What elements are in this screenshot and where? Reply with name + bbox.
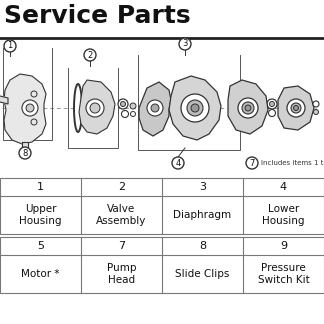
Ellipse shape bbox=[91, 110, 103, 122]
Circle shape bbox=[22, 100, 38, 116]
Circle shape bbox=[147, 100, 163, 116]
Polygon shape bbox=[228, 80, 268, 134]
Ellipse shape bbox=[83, 97, 95, 109]
Text: 8: 8 bbox=[199, 241, 206, 251]
Circle shape bbox=[130, 103, 136, 109]
Text: 1: 1 bbox=[37, 182, 44, 192]
Text: 1: 1 bbox=[7, 41, 13, 51]
Text: 4: 4 bbox=[280, 182, 287, 192]
Circle shape bbox=[191, 104, 199, 112]
Polygon shape bbox=[0, 96, 8, 104]
Text: Diaphragm: Diaphragm bbox=[173, 210, 232, 220]
Text: Lower
Housing: Lower Housing bbox=[262, 204, 305, 226]
Circle shape bbox=[242, 102, 254, 114]
Text: 2: 2 bbox=[87, 51, 93, 60]
Circle shape bbox=[4, 40, 16, 52]
Ellipse shape bbox=[91, 94, 103, 106]
Circle shape bbox=[23, 105, 29, 111]
Text: 4: 4 bbox=[175, 158, 180, 168]
Polygon shape bbox=[278, 86, 314, 130]
Polygon shape bbox=[79, 80, 115, 134]
Circle shape bbox=[294, 106, 298, 110]
Circle shape bbox=[131, 111, 135, 117]
Circle shape bbox=[314, 110, 318, 114]
Text: Pressure
Switch Kit: Pressure Switch Kit bbox=[258, 263, 309, 285]
Text: 8: 8 bbox=[22, 148, 28, 157]
Text: 7: 7 bbox=[118, 241, 125, 251]
Text: Includes items 1 th...: Includes items 1 th... bbox=[261, 160, 324, 166]
Circle shape bbox=[31, 91, 37, 97]
Circle shape bbox=[238, 98, 258, 118]
Ellipse shape bbox=[83, 107, 95, 119]
Circle shape bbox=[90, 103, 100, 113]
Text: 7: 7 bbox=[249, 158, 255, 168]
Circle shape bbox=[31, 119, 37, 125]
Circle shape bbox=[267, 99, 277, 109]
Text: 2: 2 bbox=[118, 182, 125, 192]
Ellipse shape bbox=[74, 84, 82, 132]
Text: 3: 3 bbox=[199, 182, 206, 192]
Circle shape bbox=[84, 49, 96, 61]
Text: Motor *: Motor * bbox=[21, 269, 60, 279]
Circle shape bbox=[179, 38, 191, 50]
Circle shape bbox=[245, 105, 251, 111]
Text: 3: 3 bbox=[182, 40, 188, 49]
Text: Service Parts: Service Parts bbox=[4, 4, 191, 28]
Circle shape bbox=[287, 99, 305, 117]
Circle shape bbox=[181, 94, 209, 122]
Polygon shape bbox=[4, 74, 46, 144]
Circle shape bbox=[313, 101, 319, 107]
Circle shape bbox=[187, 100, 203, 116]
Circle shape bbox=[118, 99, 128, 109]
Polygon shape bbox=[139, 82, 171, 136]
Text: Valve
Assembly: Valve Assembly bbox=[96, 204, 147, 226]
Circle shape bbox=[86, 99, 104, 117]
Text: 5: 5 bbox=[37, 241, 44, 251]
Ellipse shape bbox=[97, 102, 109, 114]
Circle shape bbox=[122, 110, 129, 118]
Circle shape bbox=[270, 101, 274, 107]
Polygon shape bbox=[169, 76, 221, 140]
Circle shape bbox=[172, 157, 184, 169]
Circle shape bbox=[121, 101, 125, 107]
Circle shape bbox=[291, 103, 301, 113]
Text: Slide Clips: Slide Clips bbox=[175, 269, 230, 279]
Circle shape bbox=[151, 104, 159, 112]
Polygon shape bbox=[22, 142, 28, 152]
Text: Pump
Head: Pump Head bbox=[107, 263, 136, 285]
Circle shape bbox=[26, 104, 34, 112]
Text: 9: 9 bbox=[280, 241, 287, 251]
Circle shape bbox=[19, 147, 31, 159]
Text: Upper
Housing: Upper Housing bbox=[19, 204, 62, 226]
Circle shape bbox=[246, 157, 258, 169]
Bar bbox=[0, 237, 324, 293]
Bar bbox=[0, 178, 324, 234]
Circle shape bbox=[269, 110, 275, 117]
